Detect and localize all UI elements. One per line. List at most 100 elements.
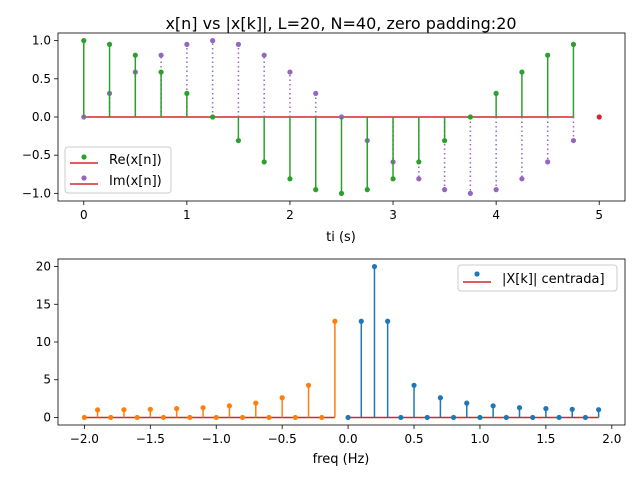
negative-freq-marker xyxy=(226,403,233,409)
positive-freq-marker xyxy=(477,414,483,421)
chart-title: x[n] vs |x[k]|, L=20, N=40, zero padding… xyxy=(165,14,516,33)
positive-freq-marker xyxy=(543,406,549,412)
re-marker xyxy=(184,90,190,97)
im-marker xyxy=(467,190,473,196)
y-tick-label: 5 xyxy=(43,373,51,387)
x-tick-label: 0.5 xyxy=(404,432,423,446)
legend-label: Re(x[n]) xyxy=(109,153,162,168)
axes-frame xyxy=(57,258,626,426)
re-marker xyxy=(441,137,448,144)
negative-freq-marker xyxy=(253,400,259,406)
re-marker xyxy=(570,41,577,47)
x-tick-label: 3 xyxy=(389,208,397,222)
y-tick-label: 0.0 xyxy=(32,110,51,124)
re-marker xyxy=(81,38,87,44)
x-tick-label: 1.5 xyxy=(536,432,555,446)
negative-freq-marker xyxy=(94,407,101,413)
negative-freq-marker xyxy=(213,414,219,421)
negative-freq-marker xyxy=(81,414,87,421)
re-marker xyxy=(132,52,138,58)
negative-freq-marker xyxy=(174,406,180,412)
re-marker xyxy=(287,176,293,182)
zero-pad-point xyxy=(596,114,602,120)
re-marker xyxy=(158,69,164,75)
negative-freq-marker xyxy=(240,414,246,421)
im-marker xyxy=(313,90,319,97)
positive-freq-marker xyxy=(569,406,575,412)
negative-freq-marker xyxy=(121,407,127,413)
negative-freq-marker xyxy=(319,414,325,421)
negative-freq-marker xyxy=(279,395,285,401)
im-marker xyxy=(416,176,422,182)
re-marker xyxy=(210,114,216,120)
negative-freq-marker xyxy=(266,414,272,421)
re-marker xyxy=(390,176,396,182)
legend-label: Im(x[n]) xyxy=(109,174,162,189)
negative-freq-marker xyxy=(332,318,338,324)
positive-freq-marker xyxy=(464,400,470,406)
im-marker xyxy=(570,137,577,144)
legend-box xyxy=(64,146,172,194)
positive-freq-marker xyxy=(371,263,378,270)
y-tick-label: 10 xyxy=(36,335,51,349)
im-marker xyxy=(235,41,242,47)
im-marker xyxy=(184,41,190,47)
im-marker xyxy=(287,69,293,75)
y-tick-label: 15 xyxy=(36,297,51,311)
x-tick-label: 0 xyxy=(80,208,88,222)
y-tick-label: 1.0 xyxy=(32,34,51,48)
axes-frame xyxy=(57,32,626,202)
legend-marker xyxy=(474,271,480,277)
top-axes: 0 1 2 3 4 5 1.0 0.5 0.0 −0.5 −1.0 Re(x[n]) Im(x[n]) xyxy=(22,32,626,222)
x-tick-label: 2 xyxy=(286,208,294,222)
legend: Re(x[n]) Im(x[n]) xyxy=(64,146,172,194)
re-marker xyxy=(416,159,422,165)
positive-freq-marker xyxy=(398,414,404,421)
re-marker xyxy=(545,52,551,58)
re-marker xyxy=(519,69,525,75)
negative-freq-marker xyxy=(305,382,312,388)
positive-freq-marker xyxy=(411,382,417,388)
negative-freq-marker xyxy=(108,414,114,421)
legend-marker xyxy=(81,154,87,160)
x-tick-label: 0.0 xyxy=(339,432,358,446)
y-tick-label: −1.0 xyxy=(22,186,51,200)
negative-freq-marker xyxy=(160,414,167,421)
y-tick-label: 0 xyxy=(43,410,51,424)
positive-freq-marker xyxy=(596,407,602,413)
legend-label: |X[k]| centrada] xyxy=(502,272,605,287)
x-tick-label: 2.0 xyxy=(602,432,621,446)
x-tick-label: −2.0 xyxy=(70,432,99,446)
x-tick-label: 5 xyxy=(595,208,603,222)
bottom-axes: −2.0 −1.5 −1.0 −0.5 0.0 0.5 1.0 1.5 2.0 0 5 10 15 20 |… xyxy=(36,258,626,446)
y-tick-label: 0.5 xyxy=(32,72,51,86)
legend: |X[k]| centrada] xyxy=(457,264,618,292)
positive-freq-marker xyxy=(516,405,523,411)
negative-freq-marker xyxy=(147,406,153,412)
top-xlabel: ti (s) xyxy=(326,230,356,245)
positive-freq-marker xyxy=(437,395,443,401)
im-marker xyxy=(441,187,448,193)
x-tick-label: 1.0 xyxy=(470,432,489,446)
legend-marker xyxy=(81,175,87,181)
im-marker xyxy=(545,159,551,165)
positive-freq-marker xyxy=(503,414,509,421)
im-marker xyxy=(261,52,267,58)
negative-freq-marker xyxy=(292,414,298,421)
re-marker xyxy=(313,187,319,193)
im-marker xyxy=(493,187,499,193)
negative-freq-marker xyxy=(134,414,140,421)
re-marker xyxy=(106,41,113,47)
re-marker xyxy=(261,159,267,165)
x-tick-label: 1 xyxy=(183,208,191,222)
x-tick-label: −0.5 xyxy=(268,432,297,446)
bottom-xlabel: freq (Hz) xyxy=(313,452,370,467)
x-tick-label: −1.0 xyxy=(202,432,231,446)
x-tick-label: −1.5 xyxy=(136,432,165,446)
re-marker xyxy=(467,114,473,120)
im-marker xyxy=(519,176,525,182)
positive-freq-marker xyxy=(556,414,562,421)
positive-freq-marker xyxy=(385,318,391,324)
negative-freq-marker xyxy=(200,405,206,411)
